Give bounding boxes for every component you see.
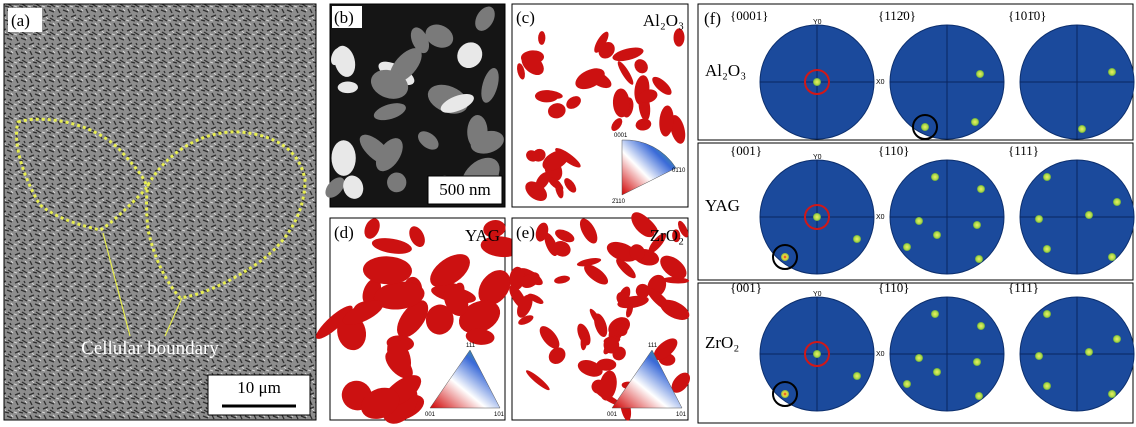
axis-label: Y0 <box>813 19 822 26</box>
axis-label: X0 <box>876 79 885 86</box>
plane-label: {112̄0} <box>878 8 916 23</box>
ipf-label: 101 <box>676 412 687 418</box>
plane-label: {110} <box>878 280 910 295</box>
ipf-label: 0001 <box>614 133 628 139</box>
pole-spot <box>931 310 939 318</box>
pole-spot <box>915 217 923 225</box>
phase-label: Al₂O₃ <box>705 61 746 80</box>
pole-spot <box>853 372 861 380</box>
pole-spot <box>813 213 821 221</box>
pole-spot <box>977 322 985 330</box>
axis-label: X0 <box>876 351 885 358</box>
axis-label: X0 <box>876 214 885 221</box>
pole-spot <box>975 255 983 263</box>
ipf-label: 01̄10 <box>672 168 686 174</box>
pole-spot <box>921 123 929 131</box>
panel-label: (d) <box>334 223 354 242</box>
annotation: Cellular boundary <box>81 338 219 359</box>
axis-label: Y0 <box>813 291 822 298</box>
panel-c: (c) Al₂O₃ 0001 01̄10 2̄110 <box>512 4 688 207</box>
panel-d: (d) YAG 111 001 101 <box>312 216 522 427</box>
ipf-label: 2̄110 <box>612 199 626 205</box>
pole-spot <box>1113 198 1121 206</box>
panel-label: (f) <box>704 9 721 28</box>
pole-spot <box>933 231 941 239</box>
pole-spot <box>1035 352 1043 360</box>
plane-label: {001} <box>730 143 762 158</box>
pole-spot <box>781 253 789 261</box>
plane-label: {110} <box>878 143 910 158</box>
pole-spot <box>1108 253 1116 261</box>
ebsd-map <box>512 4 688 207</box>
ipf-label: 101 <box>494 412 505 418</box>
scale-text: 10 μm <box>237 378 281 397</box>
pole-spot <box>1043 173 1051 181</box>
pole-spot <box>813 350 821 358</box>
pole-spot <box>1043 310 1051 318</box>
pole-spot <box>1108 390 1116 398</box>
phase-region <box>331 140 355 176</box>
panel-label: (a) <box>11 11 30 30</box>
pole-spot <box>1043 382 1051 390</box>
pole-spot <box>933 368 941 376</box>
pole-spot <box>973 358 981 366</box>
axis-label: Y0 <box>813 154 822 161</box>
pole-spot <box>781 390 789 398</box>
pole-spot <box>1085 211 1093 219</box>
pole-spot <box>977 185 985 193</box>
panel-label: (c) <box>516 8 535 27</box>
ipf-label: 001 <box>425 412 436 418</box>
pole-spot <box>1085 348 1093 356</box>
pole-spot <box>903 243 911 251</box>
panel-label: (e) <box>516 223 535 242</box>
pole-spot <box>915 354 923 362</box>
pole-spot <box>853 235 861 243</box>
ipf-label: 111 <box>466 343 476 349</box>
plane-label: {001} <box>730 280 762 295</box>
panel-b: (b) 500 nm <box>322 3 507 207</box>
panel-a: Cellular boundary (a) 10 μm <box>4 4 316 420</box>
panel-f: (f) Al₂O₃ {0001} {112̄0} {101̄0} Y0 X0 YAG {001… <box>698 4 1134 423</box>
pole-spot <box>975 392 983 400</box>
panel-label: (b) <box>334 8 354 27</box>
phase-label: ZrO₂ <box>705 333 739 352</box>
ipf-label: 001 <box>607 412 618 418</box>
ipf-label: 111 <box>648 343 658 349</box>
plane-label: {111} <box>1008 280 1039 295</box>
pole-spot <box>1043 245 1051 253</box>
phase-label: YAG <box>465 226 500 245</box>
pole-spot <box>1113 335 1121 343</box>
pole-spot <box>813 78 821 86</box>
pole-spot <box>976 70 984 78</box>
phase-label: YAG <box>705 196 740 215</box>
phase-label: Al₂O₃ <box>643 11 684 30</box>
pole-spot <box>971 118 979 126</box>
pole-spot <box>903 380 911 388</box>
scale-text: 500 nm <box>439 180 490 199</box>
pole-spot <box>973 221 981 229</box>
phase-label: ZrO₂ <box>650 226 684 245</box>
phase-region <box>387 172 406 192</box>
plane-label: {101̄0} <box>1008 8 1046 23</box>
plane-label: {111} <box>1008 143 1039 158</box>
pole-spot <box>1035 215 1043 223</box>
panel-e: (e) ZrO₂ 111 001 101 <box>506 208 694 421</box>
pole-spot <box>1108 68 1116 76</box>
pole-spot <box>931 173 939 181</box>
figure: Cellular boundary (a) 10 μm (b) 500 nm (… <box>0 0 1136 427</box>
plane-label: {0001} <box>730 8 768 23</box>
pole-spot <box>1078 125 1086 133</box>
